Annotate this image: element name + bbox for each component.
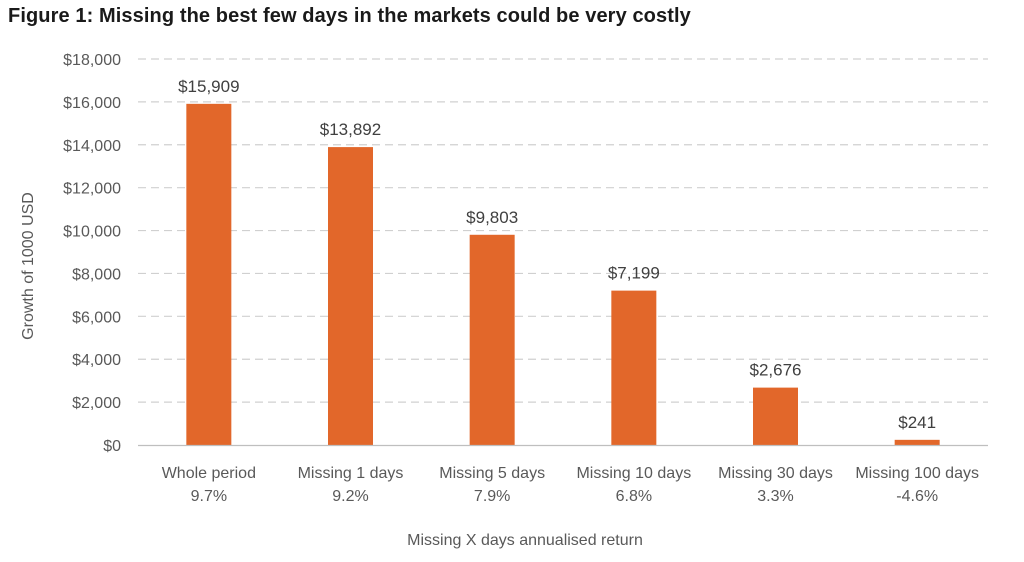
y-tick-label: $16,000 bbox=[63, 95, 121, 112]
x-tick-label: -4.6% bbox=[896, 488, 938, 505]
y-tick-label: $0 bbox=[103, 438, 121, 455]
data-label: $9,803 bbox=[466, 208, 518, 227]
data-label: $241 bbox=[898, 413, 936, 432]
gridlines bbox=[138, 58, 988, 403]
bar bbox=[894, 439, 940, 445]
y-tick-label: $2,000 bbox=[72, 395, 121, 412]
data-labels: $15,909 $13,892 $9,803 $7,199 $2,676 $241 bbox=[178, 77, 936, 432]
y-axis-ticks: $0 $2,000 $4,000 $6,000 $8,000 $10,000 $12,000… bbox=[63, 52, 121, 455]
x-tick-label: Whole period bbox=[162, 465, 256, 482]
bar bbox=[753, 387, 798, 445]
x-tick-label: 9.7% bbox=[191, 488, 227, 505]
data-label: $7,199 bbox=[608, 264, 660, 283]
data-label: $13,892 bbox=[320, 120, 381, 139]
y-tick-label: $4,000 bbox=[72, 352, 121, 369]
y-tick-label: $10,000 bbox=[63, 224, 121, 241]
data-label: $2,676 bbox=[750, 361, 802, 380]
x-tick-label: Missing 5 days bbox=[439, 465, 545, 482]
bar bbox=[469, 234, 515, 445]
y-tick-label: $6,000 bbox=[72, 309, 121, 326]
x-tick-label: 7.9% bbox=[474, 488, 510, 505]
x-tick-label: Missing 100 days bbox=[855, 465, 979, 482]
x-tick-label: Missing 30 days bbox=[718, 465, 833, 482]
bar bbox=[186, 103, 232, 445]
y-tick-label: $14,000 bbox=[63, 138, 121, 155]
bar bbox=[611, 290, 657, 445]
x-tick-label: 3.3% bbox=[757, 488, 793, 505]
data-label: $15,909 bbox=[178, 77, 239, 96]
y-tick-label: $12,000 bbox=[63, 181, 121, 198]
figure-title: Figure 1: Missing the best few days in t… bbox=[8, 5, 691, 27]
y-tick-label: $8,000 bbox=[72, 266, 121, 283]
x-tick-label: Missing 1 days bbox=[298, 465, 404, 482]
x-tick-label: Missing 10 days bbox=[576, 465, 691, 482]
y-axis-title: Growth of 1000 USD bbox=[20, 192, 37, 340]
x-tick-label: 6.8% bbox=[616, 488, 652, 505]
x-tick-label: 9.2% bbox=[332, 488, 368, 505]
bars bbox=[186, 103, 940, 445]
x-axis-title: Missing X days annualised return bbox=[407, 532, 643, 549]
x-axis-ticks: Whole period 9.7% Missing 1 days 9.2% Missin… bbox=[162, 465, 979, 505]
y-tick-label: $18,000 bbox=[63, 52, 121, 69]
bar bbox=[328, 147, 373, 445]
